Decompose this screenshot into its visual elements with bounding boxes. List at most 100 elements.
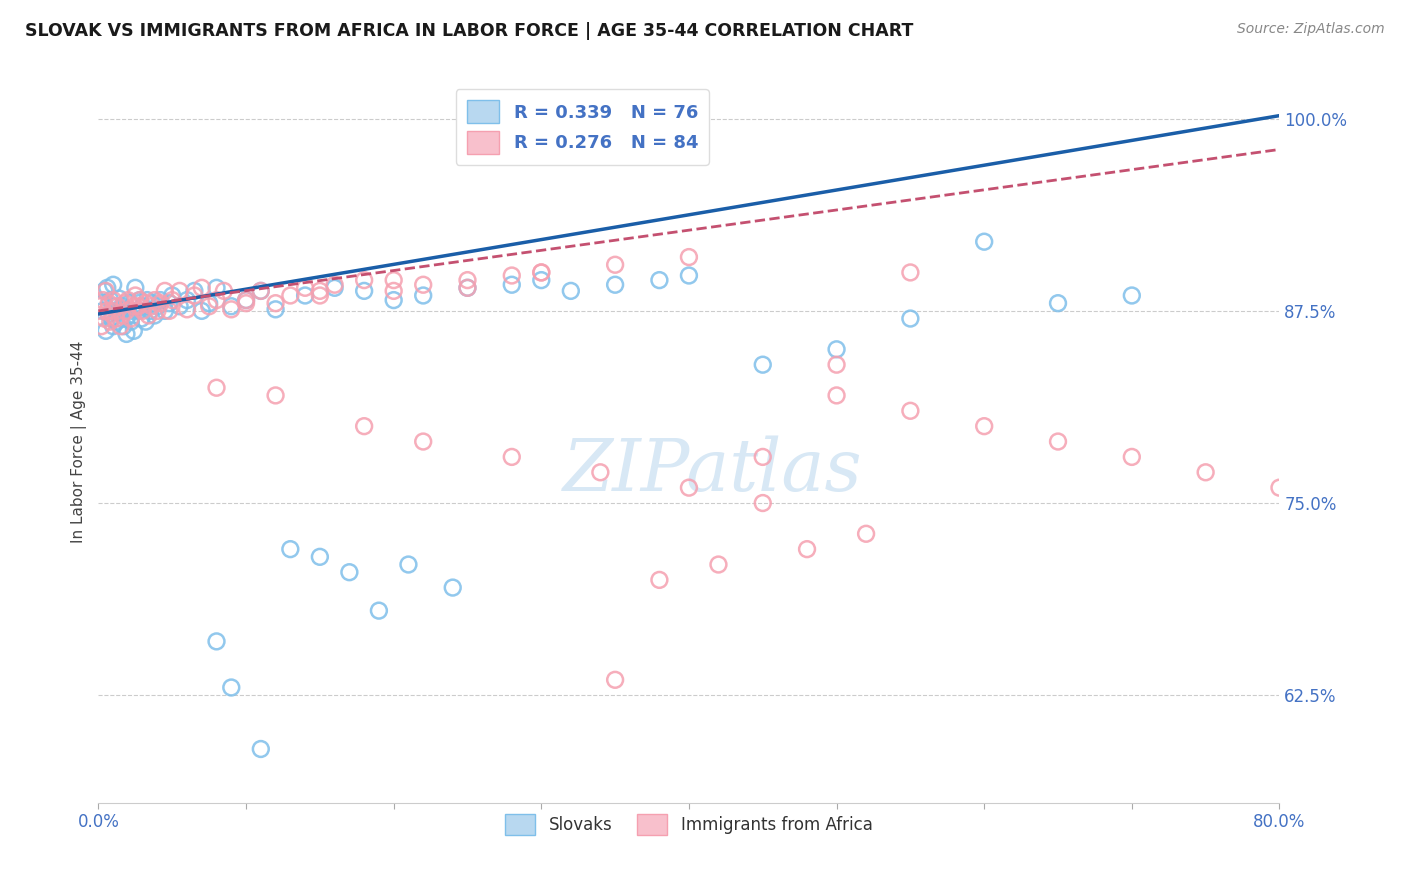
Point xyxy=(221,302,243,317)
Point xyxy=(457,273,479,287)
Point xyxy=(111,299,134,313)
Point xyxy=(93,284,115,298)
Point xyxy=(114,302,136,317)
Point xyxy=(127,304,149,318)
Point xyxy=(323,277,346,292)
Point xyxy=(412,434,434,449)
Point xyxy=(309,549,332,564)
Point xyxy=(157,296,180,310)
Point xyxy=(105,311,128,326)
Point xyxy=(382,273,405,287)
Point xyxy=(122,299,145,313)
Point xyxy=(120,315,142,329)
Point xyxy=(162,288,183,302)
Point xyxy=(149,296,172,310)
Point xyxy=(132,304,155,318)
Point xyxy=(94,324,117,338)
Text: SLOVAK VS IMMIGRANTS FROM AFRICA IN LABOR FORCE | AGE 35-44 CORRELATION CHART: SLOVAK VS IMMIGRANTS FROM AFRICA IN LABO… xyxy=(25,22,914,40)
Point xyxy=(110,311,132,326)
Point xyxy=(117,293,139,307)
Point xyxy=(353,419,375,434)
Point xyxy=(605,673,627,687)
Point xyxy=(143,293,166,307)
Point xyxy=(122,324,145,338)
Point xyxy=(250,284,273,298)
Point xyxy=(501,277,523,292)
Point xyxy=(96,281,118,295)
Point xyxy=(112,319,135,334)
Point xyxy=(855,526,877,541)
Point xyxy=(205,293,228,307)
Point xyxy=(91,293,114,307)
Point xyxy=(162,293,183,307)
Point xyxy=(752,496,775,510)
Point xyxy=(121,304,143,318)
Point xyxy=(103,293,125,307)
Point xyxy=(191,281,214,295)
Point xyxy=(412,277,434,292)
Point xyxy=(1195,465,1218,479)
Point xyxy=(825,388,848,402)
Point xyxy=(100,311,122,326)
Point xyxy=(108,292,131,306)
Point xyxy=(796,542,818,557)
Point xyxy=(678,481,700,495)
Point xyxy=(1046,296,1070,310)
Point xyxy=(264,388,287,402)
Point xyxy=(127,299,149,313)
Point xyxy=(103,299,125,313)
Point xyxy=(900,404,922,418)
Point xyxy=(138,309,160,323)
Point xyxy=(678,250,700,264)
Point xyxy=(1268,481,1291,495)
Legend: Slovaks, Immigrants from Africa: Slovaks, Immigrants from Africa xyxy=(499,808,879,841)
Point xyxy=(94,284,117,298)
Point xyxy=(973,419,995,434)
Point xyxy=(235,296,257,310)
Text: Source: ZipAtlas.com: Source: ZipAtlas.com xyxy=(1237,22,1385,37)
Point xyxy=(900,311,922,326)
Point xyxy=(183,284,205,298)
Point xyxy=(212,284,235,298)
Point xyxy=(280,288,302,302)
Point xyxy=(135,296,157,310)
Point xyxy=(457,281,479,295)
Point xyxy=(149,293,172,307)
Point xyxy=(105,315,128,329)
Point xyxy=(707,558,730,572)
Point xyxy=(103,277,125,292)
Point xyxy=(382,284,405,298)
Point xyxy=(128,293,150,307)
Point xyxy=(115,304,138,318)
Point xyxy=(221,681,243,695)
Point xyxy=(100,304,122,318)
Text: ZIPatlas: ZIPatlas xyxy=(562,435,862,506)
Point xyxy=(560,284,582,298)
Point xyxy=(382,293,405,307)
Point xyxy=(250,742,273,756)
Point xyxy=(398,558,420,572)
Point xyxy=(309,288,332,302)
Point xyxy=(235,293,257,307)
Point xyxy=(103,319,125,334)
Point xyxy=(501,268,523,283)
Point xyxy=(98,293,121,307)
Point xyxy=(412,288,434,302)
Y-axis label: In Labor Force | Age 35-44: In Labor Force | Age 35-44 xyxy=(72,341,87,542)
Point xyxy=(98,315,121,329)
Point xyxy=(90,296,112,310)
Point xyxy=(648,573,671,587)
Point xyxy=(900,265,922,279)
Point xyxy=(146,299,169,313)
Point xyxy=(825,358,848,372)
Point xyxy=(153,304,176,318)
Point xyxy=(120,311,142,326)
Point xyxy=(589,465,612,479)
Point xyxy=(205,281,228,295)
Point xyxy=(136,293,159,307)
Point xyxy=(191,304,214,318)
Point xyxy=(264,302,287,317)
Point xyxy=(97,307,120,321)
Point xyxy=(205,634,228,648)
Point xyxy=(141,299,163,313)
